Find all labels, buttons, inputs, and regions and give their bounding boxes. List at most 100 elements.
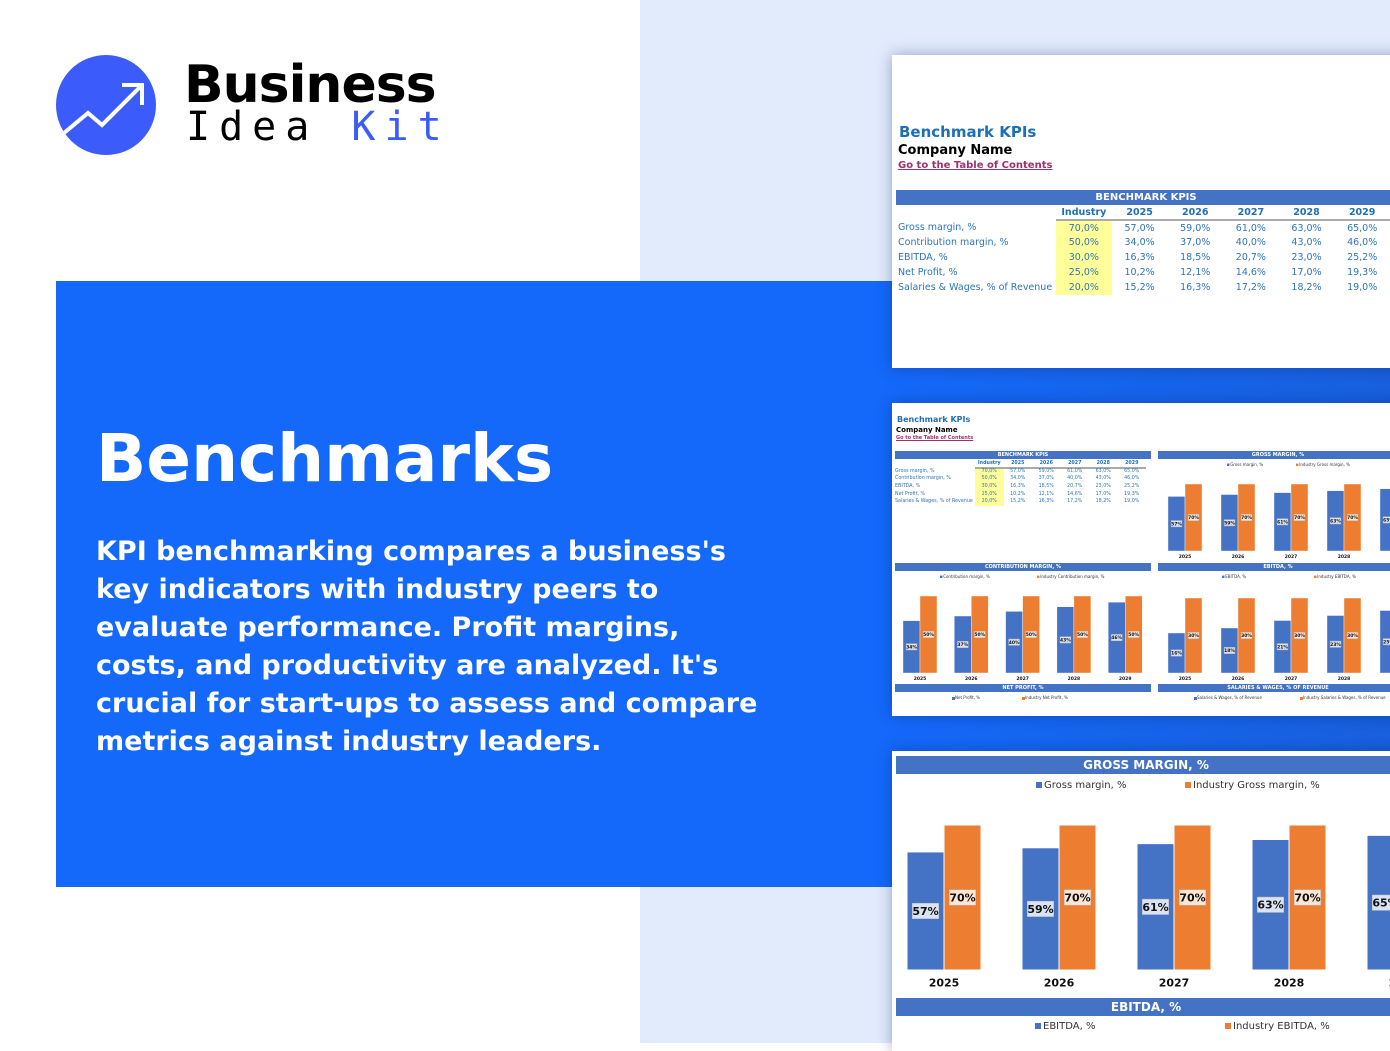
sheet-title: Benchmark KPIs: [899, 123, 1037, 141]
value-cell: 15,2%: [1010, 499, 1026, 505]
data-label-box: [1346, 632, 1359, 639]
data-label-box: [912, 903, 939, 919]
data-label-box: [1027, 900, 1054, 917]
page-description: KPI benchmarking compares a business's k…: [96, 536, 758, 757]
table-header-row: Industry 2025 2026 2027 2028 2029: [895, 460, 1146, 469]
data-label-box: [1142, 898, 1169, 915]
data-label-box: [1111, 634, 1123, 641]
industry-cell: 50,0%: [975, 475, 1004, 483]
data-label-box: [974, 631, 986, 638]
data-label-box: [1170, 649, 1183, 657]
legend-label: Industry EBITDA, %: [1317, 574, 1356, 579]
legend-label: Industry Contribution margin, %: [1040, 574, 1104, 579]
legend-swatch: [1296, 463, 1299, 466]
data-label: 37%: [957, 642, 968, 648]
toc-link[interactable]: Go to the Table of Contents: [896, 435, 974, 441]
data-label: 61%: [1277, 519, 1288, 525]
brand-word-idea: Idea: [186, 104, 319, 150]
value-cell: 37,0%: [1038, 476, 1054, 482]
legend-label: Industry Gross margin, %: [1299, 462, 1350, 467]
data-label-box: [1025, 631, 1037, 638]
table-row: Gross margin, % 70,0% 57,0% 59,0% 61,0% 63,0%…: [898, 220, 1390, 235]
value-cell: 40,0%: [1235, 237, 1266, 248]
value-cell: 37,0%: [1180, 237, 1211, 248]
data-label: 70%: [1294, 515, 1305, 521]
data-label-box: [1382, 638, 1390, 646]
data-label: 50%: [1026, 632, 1037, 638]
data-label-box: [1059, 636, 1072, 644]
data-label-box: [1240, 632, 1253, 639]
x-tick-label: 2028: [1338, 676, 1351, 682]
legend-label: Gross margin, %: [1044, 780, 1127, 791]
row-label: EBITDA, %: [895, 484, 921, 490]
value-cell: 20,7%: [1235, 252, 1266, 263]
x-tick-label: 2026: [1232, 676, 1245, 682]
data-label: 70%: [1241, 515, 1252, 521]
legend-industry-salaries: Industry Salaries & Wages, % of Revenue: [1300, 695, 1386, 700]
value-cell: 15,2%: [1124, 282, 1155, 293]
brand-word-business: Business: [184, 55, 437, 115]
x-tick-label: 2027: [1285, 676, 1298, 682]
data-label: 30%: [1188, 633, 1199, 639]
data-label-box: [1179, 889, 1206, 906]
row-label: Contribution margin, %: [898, 237, 1009, 248]
value-cell: 63,0%: [1291, 222, 1322, 234]
value-cell: 14,6%: [1067, 491, 1083, 497]
value-cell: 20,7%: [1067, 484, 1083, 490]
table-row: Gross margin, % 70,0% 57,0% 59,0% 61,0% 63,0%…: [895, 467, 1146, 476]
column-header: 2029: [1117, 460, 1146, 469]
value-cell: 16,3%: [1010, 484, 1026, 490]
data-label: 50%: [1077, 632, 1088, 638]
value-cell: 34,0%: [1124, 237, 1155, 248]
row-label: Salaries & Wages, % of Revenue: [898, 282, 1053, 293]
sheet-title: Benchmark KPIs: [897, 415, 971, 424]
table-row: Salaries & Wages, % of Revenue 20,0% 15,2%…: [895, 497, 1146, 506]
data-label: 25%: [1383, 639, 1390, 645]
table-title-bar: BENCHMARK KPIS: [895, 451, 1151, 459]
value-cell: 59,0%: [1038, 469, 1054, 475]
page-title: Benchmarks: [96, 420, 554, 497]
value-cell: 16,3%: [1180, 282, 1211, 293]
data-label-box: [1329, 517, 1342, 525]
value-cell: 61,0%: [1067, 469, 1083, 475]
row-label: Gross margin, %: [898, 222, 977, 233]
value-cell: 18,5%: [1038, 484, 1054, 490]
data-label: 57%: [912, 905, 938, 918]
column-header: 2026: [1167, 205, 1224, 221]
column-header: 2025: [1003, 460, 1032, 469]
dashboard-charts: Gross margin, % Industry Gross margin, % 5…: [902, 462, 1390, 682]
row-label: Net Profit, %: [898, 267, 958, 278]
x-tick-label: 2025: [914, 676, 927, 682]
data-label-box: [1170, 520, 1183, 528]
value-cell: 12,1%: [1038, 491, 1054, 497]
x-tick-label: 2028: [1338, 554, 1351, 560]
legend-swatch: [1185, 782, 1191, 788]
column-header: 2025: [1111, 205, 1168, 221]
data-label-box: [1372, 894, 1390, 911]
value-cell: 19,0%: [1124, 499, 1140, 505]
data-label-box: [1382, 516, 1390, 524]
data-label: 23%: [1330, 642, 1341, 648]
data-label: 65%: [1372, 897, 1390, 910]
industry-cell: 25,0%: [975, 490, 1004, 498]
value-cell: 40,0%: [1067, 476, 1083, 482]
value-cell: 23,0%: [1291, 252, 1322, 263]
chart-title-gross-margin: GROSS MARGIN, %: [896, 756, 1390, 774]
data-label-box: [1257, 896, 1284, 913]
value-cell: 18,5%: [1180, 252, 1211, 263]
value-cell: 46,0%: [1124, 476, 1140, 482]
data-label-box: [957, 641, 969, 648]
data-label-box: [949, 889, 976, 906]
data-label: 30%: [1347, 633, 1358, 639]
data-label: 70%: [949, 891, 975, 904]
toc-link[interactable]: Go to the Table of Contents: [898, 160, 1053, 171]
value-cell: 18,2%: [1291, 282, 1322, 293]
row-label: Net Profit, %: [895, 491, 926, 497]
value-cell: 12,1%: [1180, 267, 1211, 278]
data-label-box: [1076, 631, 1089, 638]
legend-swatch: [1227, 463, 1230, 466]
value-cell: 59,0%: [1180, 222, 1211, 234]
data-label: 70%: [1064, 891, 1090, 904]
industry-cell: 25,0%: [1055, 265, 1112, 280]
chart-title-gross-margin: GROSS MARGIN, %: [1158, 451, 1390, 459]
